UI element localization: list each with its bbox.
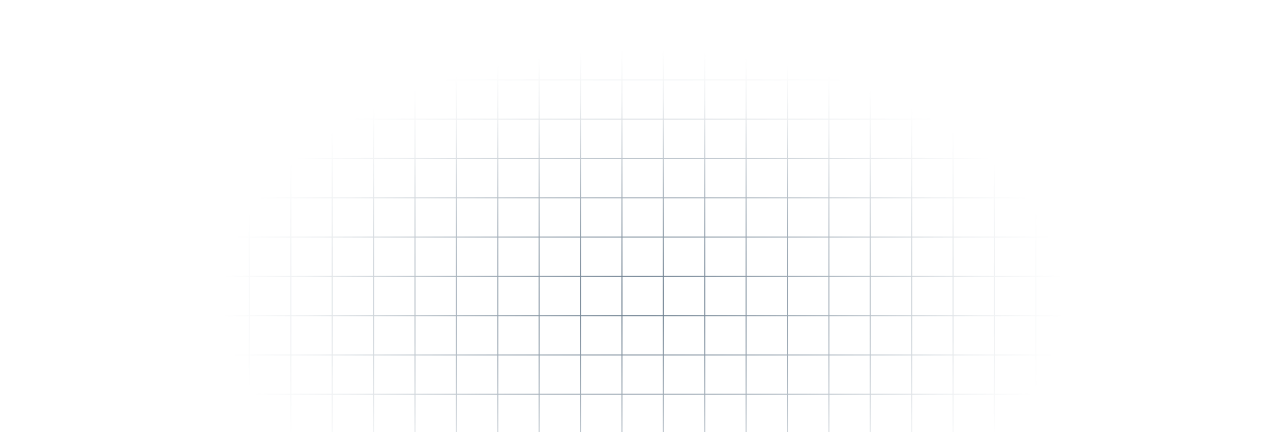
background-grid — [0, 0, 1287, 432]
